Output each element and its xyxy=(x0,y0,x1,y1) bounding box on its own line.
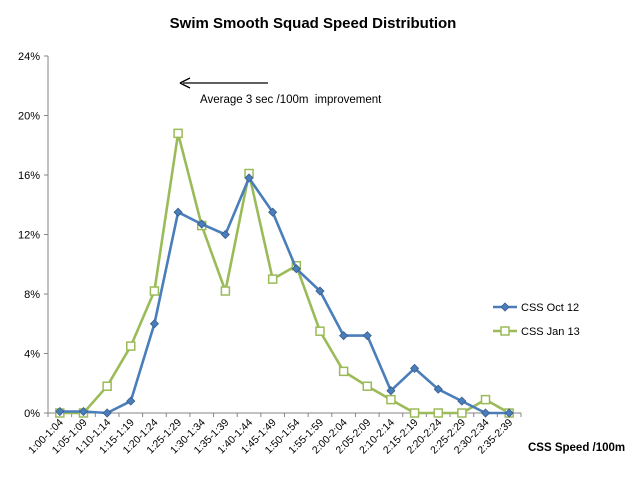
y-tick-label: 12% xyxy=(18,230,40,242)
data-point-marker xyxy=(409,408,420,418)
y-tick-label: 24% xyxy=(18,51,40,63)
data-point-marker xyxy=(173,207,183,217)
data-point-marker xyxy=(433,408,443,418)
legend-item: CSS Jan 13 xyxy=(493,326,580,338)
y-tick-label: 16% xyxy=(18,170,40,182)
data-point-marker xyxy=(504,408,514,418)
legend-item: CSS Oct 12 xyxy=(493,302,579,314)
series-layer xyxy=(55,128,514,418)
series-css-jan-13 xyxy=(55,128,514,418)
data-point-marker xyxy=(386,386,396,396)
data-point-marker xyxy=(197,219,207,229)
y-tick-label: 8% xyxy=(24,289,40,301)
data-point-marker xyxy=(362,381,373,391)
data-point-marker xyxy=(500,326,510,336)
annotation-arrowhead xyxy=(179,77,191,89)
data-point-marker xyxy=(220,286,231,296)
data-point-marker xyxy=(267,274,278,284)
y-tick-label: 20% xyxy=(18,111,40,123)
data-point-marker xyxy=(315,326,325,336)
annotation: Average 3 sec /100m improvement xyxy=(179,77,382,106)
data-point-marker xyxy=(457,408,467,418)
data-point-marker xyxy=(149,319,159,329)
series-line xyxy=(59,132,510,415)
legend: CSS Oct 12 CSS Jan 13 xyxy=(493,302,580,338)
data-point-marker xyxy=(55,406,65,417)
data-point-marker xyxy=(480,394,491,405)
data-point-marker xyxy=(480,408,491,418)
axes: 0%4%8%12%16%20%24%1:00-1:041:05-1:091:10… xyxy=(18,51,522,456)
data-point-marker xyxy=(78,406,89,417)
data-point-marker xyxy=(126,341,136,351)
series-css-oct-12 xyxy=(55,173,514,418)
legend-label: CSS Oct 12 xyxy=(521,302,579,314)
data-point-marker xyxy=(500,302,510,312)
data-point-marker xyxy=(291,264,301,274)
data-point-marker xyxy=(410,363,420,373)
data-point-marker xyxy=(102,408,112,418)
chart-title: Swim Smooth Squad Speed Distribution xyxy=(170,15,457,32)
x-axis-title: CSS Speed /100m xyxy=(528,442,625,454)
data-point-marker xyxy=(102,381,112,391)
data-point-marker xyxy=(338,366,349,377)
data-point-marker xyxy=(268,207,278,217)
data-point-marker xyxy=(339,331,349,341)
annotation-text: Average 3 sec /100m improvement xyxy=(200,94,382,106)
data-point-marker xyxy=(149,286,160,296)
data-point-marker xyxy=(126,396,136,406)
data-point-marker xyxy=(433,384,443,394)
legend-label: CSS Jan 13 xyxy=(521,326,580,338)
data-point-marker xyxy=(173,128,183,139)
data-point-marker xyxy=(457,396,467,406)
y-tick-label: 4% xyxy=(24,349,40,361)
data-point-marker xyxy=(315,286,325,296)
data-point-marker xyxy=(244,173,254,183)
series-line xyxy=(59,176,510,415)
data-point-marker xyxy=(386,394,396,405)
y-tick-label: 0% xyxy=(24,408,40,420)
data-point-marker xyxy=(362,331,372,341)
data-point-marker xyxy=(220,229,230,240)
